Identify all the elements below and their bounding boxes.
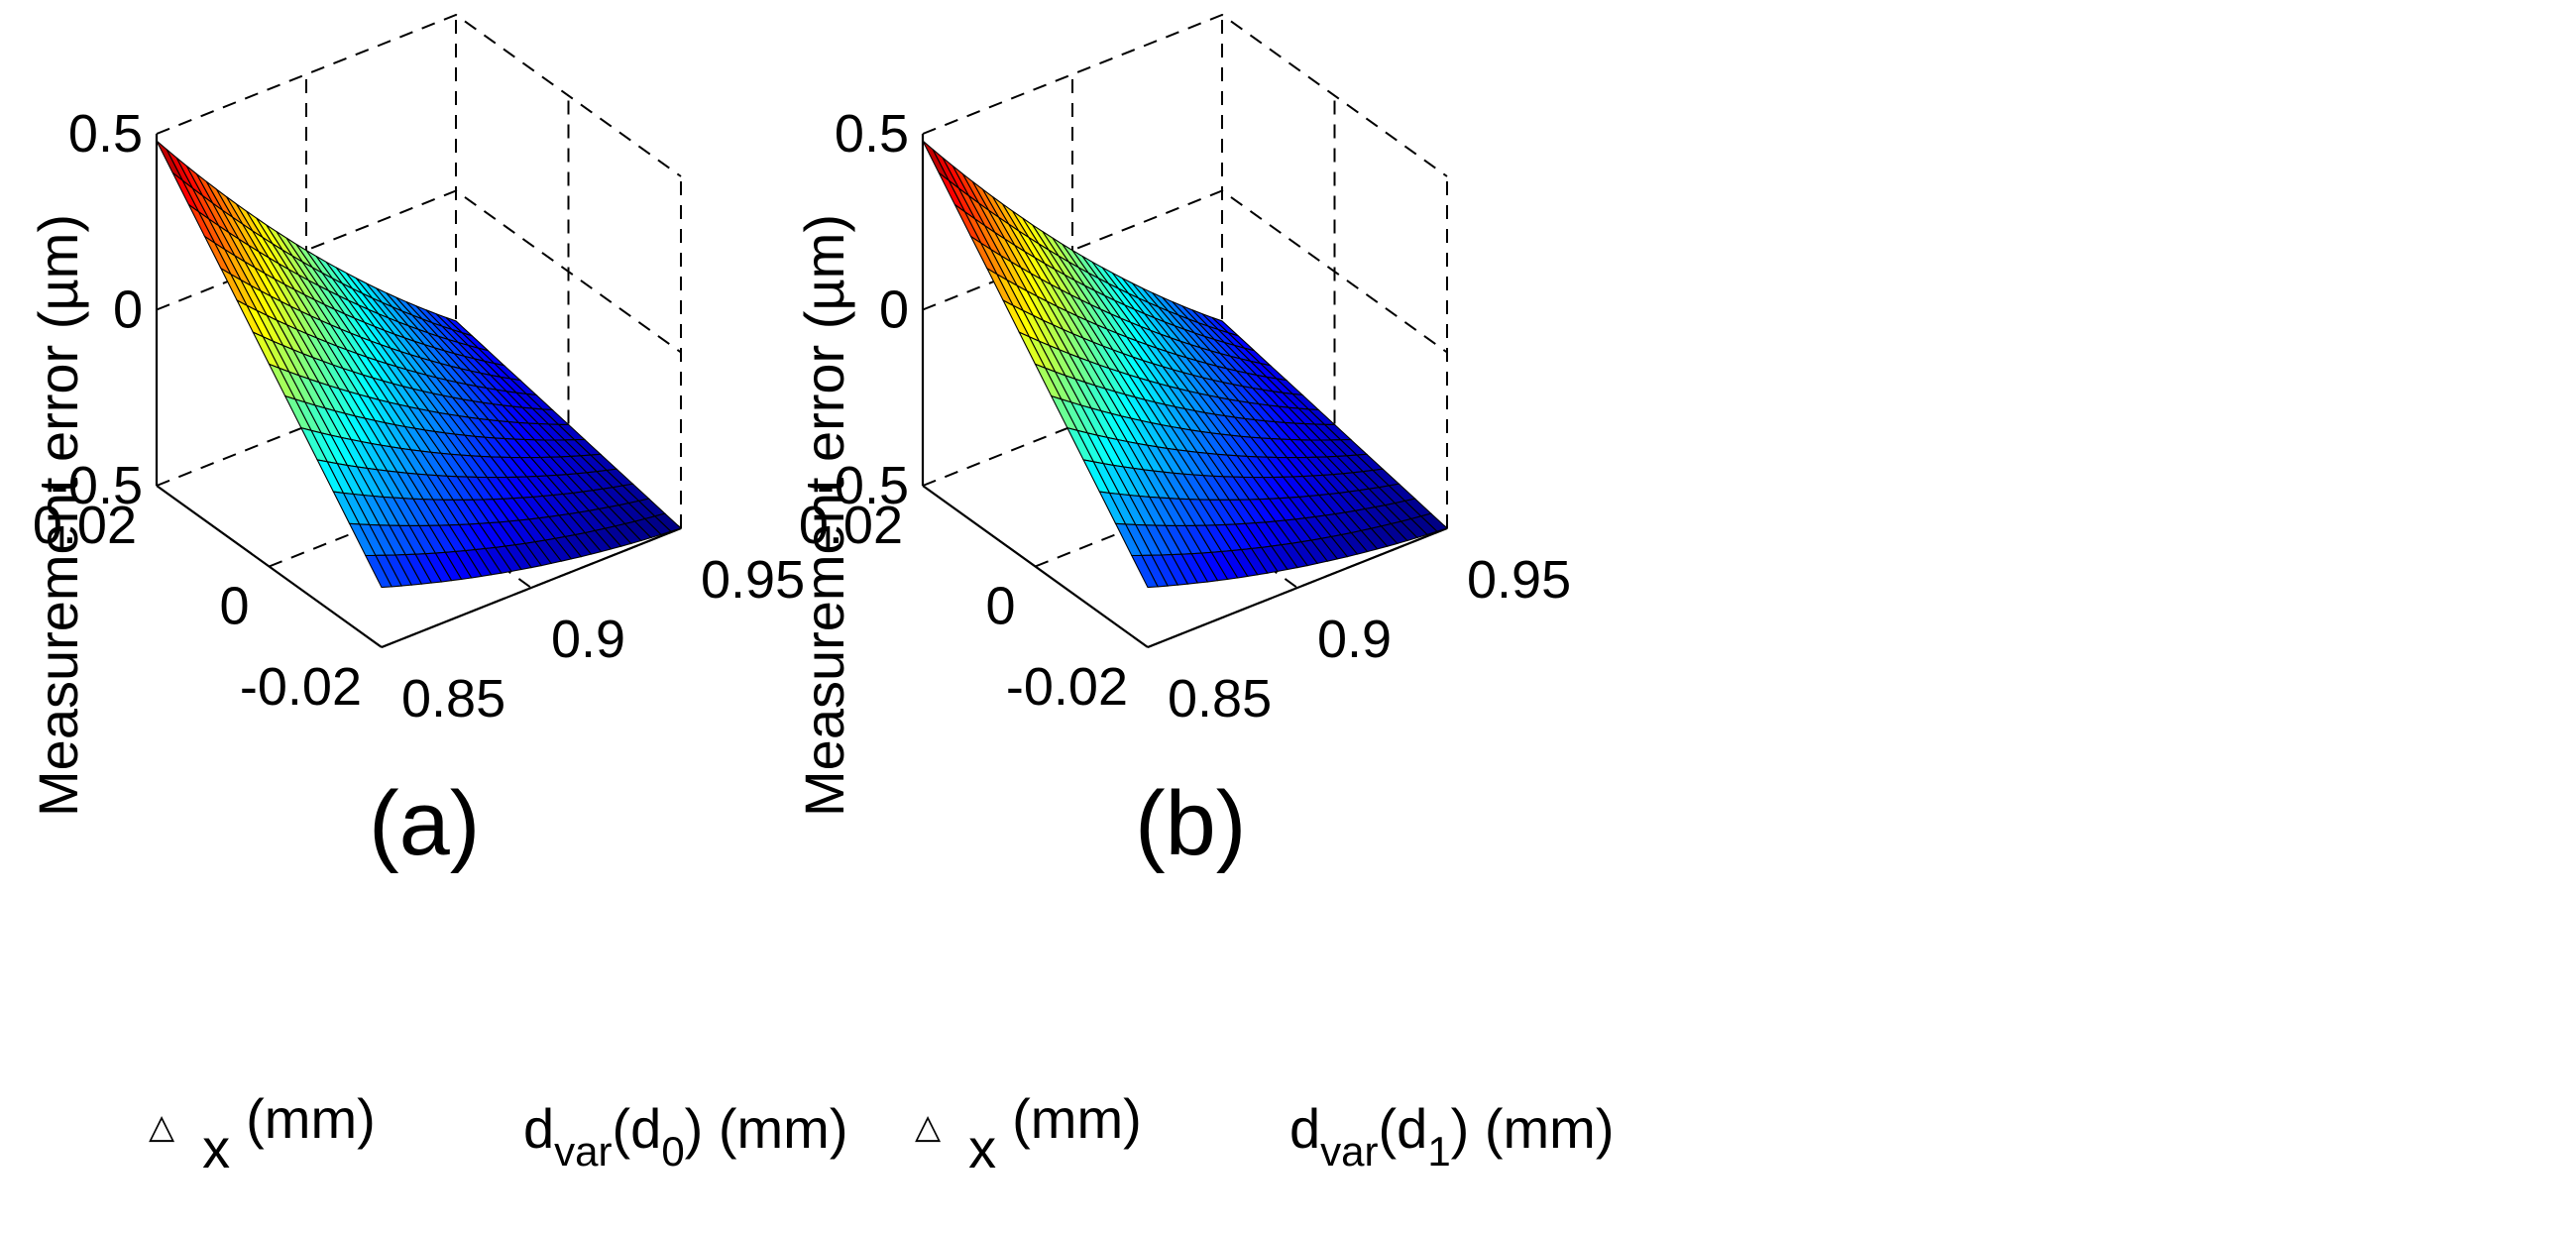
y-label-main: d — [1289, 1097, 1320, 1160]
x-axis-line — [922, 485, 1149, 648]
axes — [921, 134, 1448, 649]
y-tick-label: 0.95 — [1467, 550, 1571, 610]
surface-cell — [364, 554, 392, 589]
z-tick-label: 0 — [879, 280, 909, 340]
y-label-paren-sub: 0 — [661, 1128, 684, 1175]
y-axis-label: dvar(d1) (mm) — [1289, 1097, 1614, 1175]
x-tick-label: -0.02 — [240, 657, 362, 717]
x-tick-label: 0 — [985, 577, 1015, 636]
z-tick-label: 0.5 — [68, 104, 143, 164]
x-axis-label: △ x (mm) — [915, 1087, 1142, 1179]
y-tick-label: 0.85 — [1168, 669, 1272, 729]
z-axis-label: Measurement error (µm) — [793, 214, 855, 817]
axes — [155, 134, 682, 649]
y-tick-label: 0.95 — [701, 550, 805, 610]
y-axis-label: dvar(d0) (mm) — [523, 1097, 847, 1175]
y-tick-label: 0.85 — [401, 669, 505, 729]
x-axis-label: △ x (mm) — [149, 1087, 376, 1179]
z-tick-label: 0 — [113, 280, 143, 340]
panel-a: 0.5 0 -0.50.02 0 -0.02 0.85 0.9 0.95 Measurement… — [27, 13, 847, 1179]
x-tick-label: 0.02 — [799, 496, 903, 555]
x-label-unit: (mm) — [1012, 1087, 1142, 1150]
y-label-unit: ) (mm) — [1451, 1097, 1615, 1160]
panel-label: (a) — [369, 773, 480, 874]
y-tick-label: 0.9 — [551, 610, 625, 669]
y-tick-label: 0.9 — [1317, 610, 1392, 669]
x-label-sub: x — [968, 1117, 996, 1179]
y-label-paren: (d — [613, 1097, 662, 1160]
x-tick-label: 0 — [219, 577, 249, 636]
y-label-paren-sub: 1 — [1427, 1128, 1450, 1175]
x-tick-label: 0.02 — [33, 496, 137, 555]
y-label-paren: (d — [1379, 1097, 1428, 1160]
grid-line — [922, 13, 1448, 177]
x-axis-line — [156, 485, 383, 648]
x-label-symbol: △ — [915, 1108, 942, 1146]
surface-cell — [1130, 554, 1159, 589]
surface — [922, 140, 1449, 589]
x-label-unit: (mm) — [246, 1087, 376, 1150]
y-label-sub: var — [1320, 1128, 1378, 1175]
panel-label: (b) — [1135, 773, 1246, 874]
y-axis-line — [381, 526, 682, 649]
y-label-unit: ) (mm) — [685, 1097, 848, 1160]
tick-labels: 0.5 0 -0.50.02 0 -0.02 0.85 0.9 0.95 — [33, 104, 805, 729]
x-label-symbol: △ — [149, 1108, 175, 1146]
z-tick-label: -0.5 — [51, 456, 143, 515]
z-axis-label: Measurement error (µm) — [27, 214, 89, 817]
y-label-sub: var — [554, 1128, 612, 1175]
panel-b: 0.5 0 -0.50.02 0 -0.02 0.85 0.9 0.95 Measurement… — [793, 13, 1614, 1179]
x-tick-label: -0.02 — [1006, 657, 1128, 717]
z-tick-label: 0.5 — [835, 104, 909, 164]
x-label-sub: x — [202, 1117, 230, 1179]
tick-labels: 0.5 0 -0.50.02 0 -0.02 0.85 0.9 0.95 — [799, 104, 1571, 729]
z-tick-label: -0.5 — [817, 456, 909, 515]
y-label-main: d — [523, 1097, 554, 1160]
y-axis-line — [1147, 526, 1448, 649]
surface — [156, 140, 683, 589]
grid-line — [156, 13, 682, 177]
